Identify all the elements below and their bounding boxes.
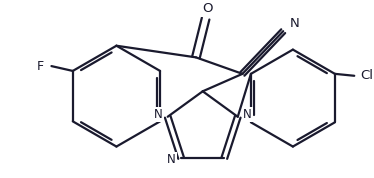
- Text: Cl: Cl: [361, 69, 373, 82]
- Text: N: N: [167, 153, 176, 166]
- Text: F: F: [37, 60, 45, 73]
- Text: N: N: [243, 108, 252, 121]
- Text: N: N: [154, 108, 162, 121]
- Text: N: N: [290, 17, 300, 30]
- Text: O: O: [202, 2, 213, 15]
